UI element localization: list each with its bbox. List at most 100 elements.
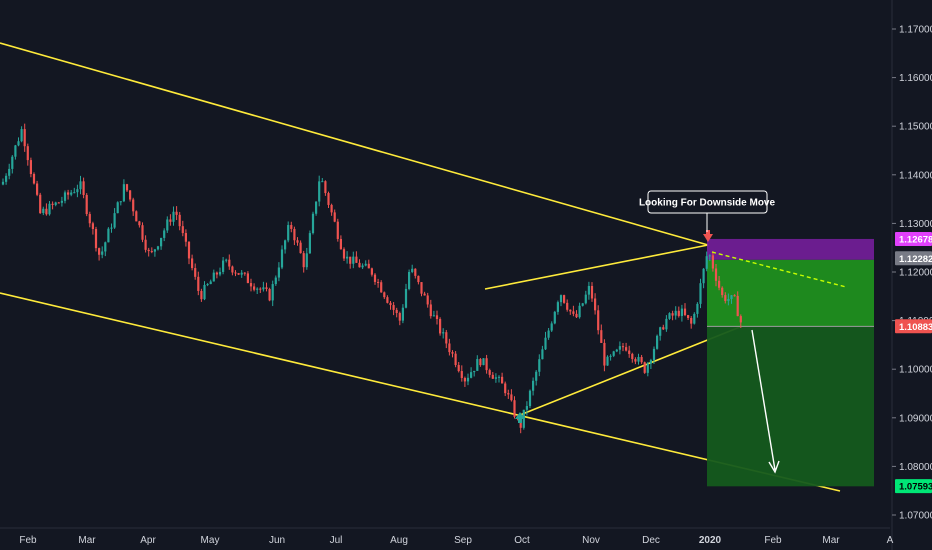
candle-body: [370, 268, 373, 275]
price-label-text: 1.07593: [899, 482, 932, 493]
candle-body: [532, 380, 535, 391]
candle-body: [680, 308, 683, 316]
y-tick-label: 1.13000: [899, 219, 932, 230]
x-tick-label: Feb: [764, 535, 782, 546]
candle-body: [711, 255, 714, 269]
candle-body: [355, 256, 358, 263]
candle-body: [718, 280, 721, 288]
candle-body: [67, 192, 70, 195]
y-tick-label: 1.07000: [899, 511, 932, 522]
candle-body: [501, 376, 504, 384]
candle-body: [153, 249, 156, 252]
candle-body: [54, 202, 57, 205]
candle-body: [411, 268, 414, 272]
candle-body: [138, 221, 141, 226]
candle-body: [218, 271, 222, 275]
candle-body: [674, 310, 677, 316]
candle-body: [600, 330, 603, 343]
candle-body: [479, 359, 482, 366]
candle-body: [494, 377, 497, 379]
candle-body: [116, 202, 119, 214]
candle-body: [373, 274, 377, 282]
candle-body: [640, 357, 643, 363]
x-tick-label: Sep: [454, 535, 472, 546]
candle-body: [730, 295, 733, 300]
candle-body: [342, 249, 346, 259]
candle-body: [358, 262, 361, 268]
candle-body: [178, 214, 181, 227]
candle-body: [11, 156, 14, 169]
x-tick-label: Nov: [582, 535, 600, 546]
candle-body: [181, 226, 184, 234]
candle-body: [206, 284, 209, 286]
candle-body: [497, 376, 501, 378]
arrow-up-marker-icon: [515, 412, 525, 419]
candle-body: [324, 181, 327, 194]
arrow-down-marker-stem: [706, 230, 710, 235]
candle-body: [714, 268, 718, 281]
candle-body: [417, 275, 420, 283]
candle-body: [32, 174, 36, 184]
candle-body: [364, 263, 367, 266]
candle-body: [454, 353, 457, 366]
callout-text: Looking For Downside Move: [639, 198, 776, 209]
candle-body: [349, 256, 352, 264]
candle-body: [156, 246, 160, 250]
x-tick-label: May: [201, 535, 220, 546]
candle-body: [606, 356, 609, 366]
candle-body: [333, 212, 336, 222]
candle-body: [163, 230, 166, 238]
candle-body: [187, 241, 191, 259]
candle-body: [628, 350, 631, 354]
x-axis[interactable]: Feb Mar Apr May Jun Jul Aug Sep Oct Nov Dec 2020 Feb…: [0, 527, 894, 546]
candle-body: [733, 295, 736, 297]
y-tick-label: 1.12000: [899, 268, 932, 279]
candle-body: [284, 240, 287, 250]
price-label-box: [895, 319, 932, 334]
candle-body: [457, 365, 460, 372]
candle-body: [668, 313, 671, 319]
candle-body: [460, 371, 463, 379]
y-tick-label: 1.14000: [899, 170, 932, 181]
price-label-text: 1.12678: [899, 235, 932, 246]
candle-body: [125, 184, 129, 191]
y-tick-label: 1.08000: [899, 462, 932, 473]
candle-body: [175, 211, 178, 215]
candle-body: [243, 272, 246, 274]
profit-zone-lower: [707, 326, 874, 487]
candle-body: [225, 259, 228, 261]
candle-body: [603, 342, 606, 366]
candle-body: [76, 189, 79, 193]
candle-body: [346, 256, 349, 259]
candle-body: [1, 181, 5, 185]
candle-body: [302, 253, 305, 268]
candle-body: [311, 213, 315, 234]
candle-body: [287, 225, 290, 241]
y-tick-label: 1.16000: [899, 73, 932, 84]
candle-body: [510, 394, 513, 401]
candle-body: [671, 313, 674, 316]
candle-body: [63, 192, 67, 201]
candle-body: [426, 295, 429, 305]
price-label-box: [895, 251, 932, 266]
candle-body: [693, 313, 696, 324]
candle-body: [404, 288, 408, 308]
arrow-up-marker-stem: [518, 418, 522, 423]
candle-body: [432, 315, 435, 317]
candle-body: [265, 287, 268, 289]
candle-body: [361, 265, 364, 268]
candle-body: [451, 352, 454, 354]
candle-body: [377, 281, 380, 283]
candle-body: [172, 211, 175, 222]
candle-body: [470, 372, 473, 378]
candle-body: [231, 266, 234, 273]
candle-body: [528, 390, 532, 407]
candle-body: [166, 219, 169, 231]
y-axis[interactable]: 1.17000 1.16000 1.15000 1.14000 1.13000 1.120…: [891, 0, 932, 550]
candle-body: [504, 383, 507, 394]
candle-body: [240, 272, 243, 275]
candle-body: [318, 181, 321, 202]
candle-body: [395, 309, 398, 314]
